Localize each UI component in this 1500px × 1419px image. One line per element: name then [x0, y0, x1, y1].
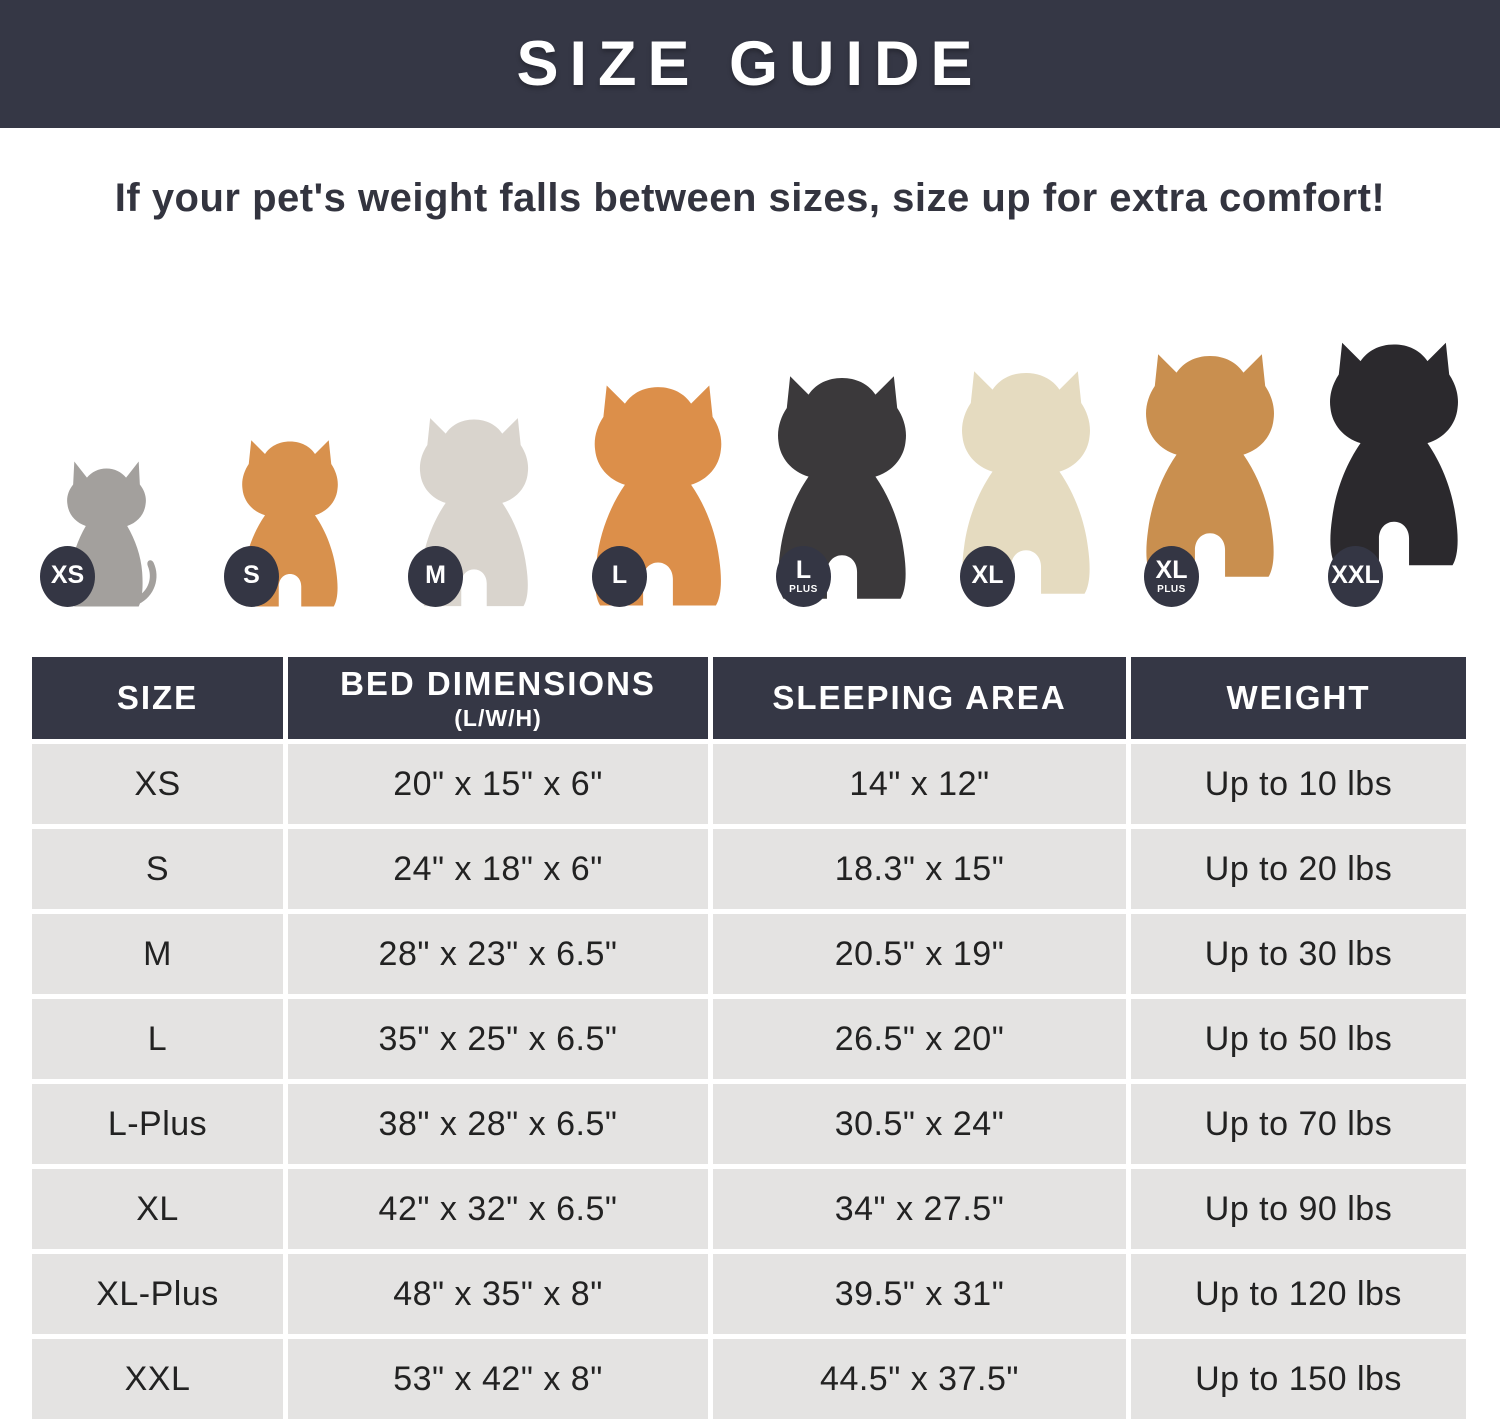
cell-sleep: 14" x 12" — [713, 744, 1126, 824]
cell-sleep: 26.5" x 20" — [713, 999, 1126, 1079]
size-badge-xxl: XXL — [1328, 546, 1383, 607]
cell-size: XXL — [32, 1339, 283, 1419]
header-banner: SIZE GUIDE — [0, 0, 1500, 128]
cell-weight: Up to 30 lbs — [1131, 914, 1466, 994]
cell-bed: 24" x 18" x 6" — [288, 829, 708, 909]
cell-bed: 42" x 32" x 6.5" — [288, 1169, 708, 1249]
cell-sleep: 39.5" x 31" — [713, 1254, 1126, 1334]
cell-weight: Up to 20 lbs — [1131, 829, 1466, 909]
col-header-size-label: SIZE — [116, 679, 199, 716]
cell-bed: 53" x 42" x 8" — [288, 1339, 708, 1419]
size-badge-label: L — [795, 556, 812, 584]
col-header-bed-label: BED DIMENSIONS — [340, 664, 656, 702]
col-header-bed-dimensions: BED DIMENSIONS (L/W/H) — [288, 657, 708, 739]
cell-weight: Up to 120 lbs — [1131, 1254, 1466, 1334]
animal-figure-golden-retriever: XL PLUS — [1118, 317, 1302, 609]
animal-figure-border-collie: L PLUS — [750, 361, 934, 609]
col-header-bed-sublabel: (L/W/H) — [454, 704, 542, 731]
cell-bed: 20" x 15" x 6" — [288, 744, 708, 824]
cell-weight: Up to 90 lbs — [1131, 1169, 1466, 1249]
size-badge-label: S — [243, 561, 260, 589]
animal-figure-cat: XS — [14, 459, 198, 609]
size-badge-xs: XS — [40, 546, 95, 607]
cell-bed: 38" x 28" x 6.5" — [288, 1084, 708, 1164]
cell-size: L-Plus — [32, 1084, 283, 1164]
animal-figure-doberman: XXL — [1302, 294, 1486, 609]
size-badge-m: M — [408, 546, 463, 607]
size-badge-label: XXL — [1331, 561, 1380, 589]
size-badge-label: XL — [971, 561, 1004, 589]
animal-figure-labrador: XL — [934, 351, 1118, 609]
cell-weight: Up to 150 lbs — [1131, 1339, 1466, 1419]
cell-sleep: 18.3" x 15" — [713, 829, 1126, 909]
page-title: SIZE GUIDE — [516, 29, 984, 99]
pets-size-row: XS S M L L PLUS XL — [0, 221, 1500, 609]
size-badge-label: XL — [1155, 556, 1188, 584]
cell-sleep: 30.5" x 24" — [713, 1084, 1126, 1164]
animal-figure-pomeranian: S — [198, 434, 382, 609]
cell-sleep: 34" x 27.5" — [713, 1169, 1126, 1249]
size-badge-s: S — [224, 546, 279, 607]
cell-size: S — [32, 829, 283, 909]
cell-sleep: 20.5" x 19" — [713, 914, 1126, 994]
size-table: SIZE BED DIMENSIONS (L/W/H) SLEEPING ARE… — [32, 657, 1466, 1419]
col-header-weight: WEIGHT — [1131, 657, 1466, 739]
animal-figure-shiba-inu: L — [566, 377, 750, 609]
size-badge-l-plus: L PLUS — [776, 546, 831, 607]
subtitle: If your pet's weight falls between sizes… — [114, 176, 1386, 220]
cell-bed: 28" x 23" x 6.5" — [288, 914, 708, 994]
size-badge-label: L — [611, 561, 628, 589]
dog-silhouette-icon — [1302, 294, 1486, 609]
cell-weight: Up to 50 lbs — [1131, 999, 1466, 1079]
animal-figure-french-bulldog: M — [382, 411, 566, 609]
col-header-sleep-label: SLEEPING AREA — [772, 679, 1067, 716]
size-badge-sublabel: PLUS — [1157, 584, 1186, 595]
col-header-weight-label: WEIGHT — [1226, 679, 1371, 716]
size-badge-sublabel: PLUS — [789, 584, 818, 595]
size-badge-xl: XL — [960, 546, 1015, 607]
cell-size: XL — [32, 1169, 283, 1249]
size-badge-label: XS — [50, 561, 85, 589]
size-badge-xl-plus: XL PLUS — [1144, 546, 1199, 607]
cell-weight: Up to 10 lbs — [1131, 744, 1466, 824]
cell-sleep: 44.5" x 37.5" — [713, 1339, 1126, 1419]
cell-size: L — [32, 999, 283, 1079]
cell-bed: 35" x 25" x 6.5" — [288, 999, 708, 1079]
cell-size: M — [32, 914, 283, 994]
col-header-size: SIZE — [32, 657, 283, 739]
cell-size: XS — [32, 744, 283, 824]
cell-bed: 48" x 35" x 8" — [288, 1254, 708, 1334]
cell-size: XL-Plus — [32, 1254, 283, 1334]
cell-weight: Up to 70 lbs — [1131, 1084, 1466, 1164]
col-header-sleeping-area: SLEEPING AREA — [713, 657, 1126, 739]
size-badge-label: M — [425, 561, 446, 589]
size-badge-l: L — [592, 546, 647, 607]
